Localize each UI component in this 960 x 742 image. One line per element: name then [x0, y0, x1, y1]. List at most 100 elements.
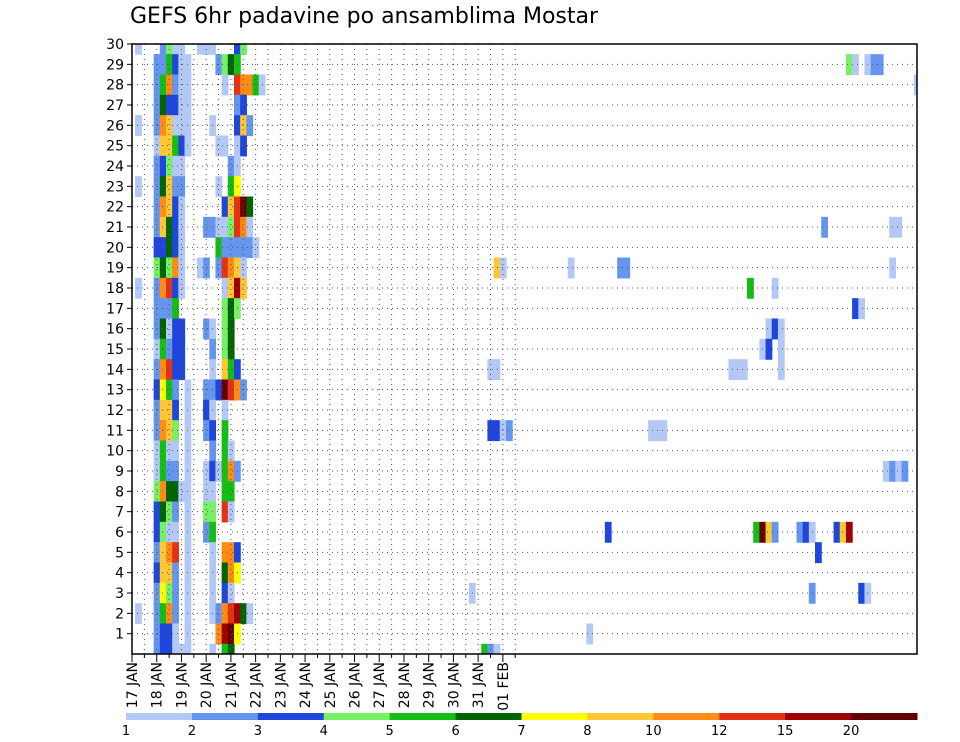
heatmap-cell: [240, 277, 247, 299]
heatmap-cell: [172, 115, 179, 137]
heatmap-cell: [172, 643, 179, 654]
heatmap-cell: [221, 359, 229, 381]
x-tick-label: 23 JAN: [273, 662, 289, 708]
heatmap-cell: [845, 521, 853, 543]
heatmap-cell: [246, 74, 254, 96]
heatmap-cell: [159, 155, 167, 177]
heatmap-cell: [172, 237, 179, 259]
heatmap-cell: [166, 135, 173, 157]
heatmap-cell: [221, 338, 229, 360]
heatmap-cell: [172, 542, 179, 564]
heatmap-cell: [623, 257, 631, 279]
heatmap-cell: [172, 603, 179, 625]
heatmap-cell: [858, 582, 866, 604]
heatmap-cell: [178, 94, 186, 116]
heatmap-cell: [172, 196, 179, 218]
heatmap-cell: [215, 603, 223, 625]
heatmap-cell: [135, 603, 142, 625]
heatmap-cell: [777, 318, 785, 340]
y-tick-label: 29: [106, 57, 124, 73]
heatmap-cell: [159, 582, 167, 604]
heatmap-cell: [178, 257, 186, 279]
y-tick-label: 19: [106, 261, 124, 277]
y-tick-label: 2: [115, 606, 124, 622]
y-tick-label: 21: [106, 220, 124, 236]
x-tick-label: 24 JAN: [298, 662, 314, 708]
heatmap-cell: [159, 44, 167, 55]
colorbar-swatch: [719, 713, 786, 720]
heatmap-cell: [159, 94, 167, 116]
heatmap-cell: [178, 155, 186, 177]
heatmap-cell: [166, 237, 173, 259]
heatmap-cell: [246, 216, 254, 238]
heatmap-cell: [227, 643, 235, 654]
heatmap-cell: [233, 44, 241, 55]
heatmap-cell: [221, 562, 229, 584]
heatmap-cell: [215, 460, 223, 482]
heatmap-cell: [172, 460, 179, 482]
heatmap-cell: [221, 623, 229, 645]
heatmap-cell: [172, 521, 179, 543]
heatmap-cell: [227, 318, 235, 340]
heatmap-cell: [172, 420, 179, 442]
y-tick-label: 28: [106, 78, 124, 94]
y-tick-label: 5: [115, 545, 124, 561]
heatmap-cell: [227, 277, 235, 299]
y-tick-label: 7: [115, 505, 124, 521]
heatmap-cell: [166, 603, 173, 625]
heatmap-cell: [215, 176, 223, 198]
heatmap-cell: [178, 643, 186, 654]
y-tick-label: 14: [106, 362, 124, 378]
heatmap-cell: [166, 94, 173, 116]
heatmap-cell: [765, 318, 773, 340]
colorbar-label: 2: [188, 724, 196, 739]
heatmap-cell: [172, 44, 179, 55]
heatmap-cell: [159, 359, 167, 381]
heatmap-cell: [166, 155, 173, 177]
heatmap-cell: [172, 623, 179, 645]
heatmap-cell: [159, 521, 167, 543]
heatmap-cell: [196, 257, 204, 279]
heatmap-cell: [493, 257, 501, 279]
heatmap-cell: [159, 298, 167, 320]
heatmap-cell: [166, 216, 173, 238]
heatmap-cell: [227, 582, 235, 604]
heatmap-cell: [172, 54, 179, 76]
heatmap-cell: [499, 420, 507, 442]
heatmap-cell: [227, 298, 235, 320]
heatmap-cell: [852, 54, 859, 76]
heatmap-cell: [172, 94, 179, 116]
heatmap-cell: [833, 521, 841, 543]
x-tick-label: 21 JAN: [224, 662, 240, 708]
heatmap-cell: [802, 521, 810, 543]
heatmap-cell: [839, 521, 847, 543]
heatmap-cell: [203, 521, 210, 543]
x-tick-label: 25 JAN: [323, 662, 339, 708]
heatmap-cell: [209, 44, 217, 55]
colorbar-label: 20: [843, 724, 860, 739]
heatmap-cell: [135, 277, 142, 299]
heatmap-cell: [215, 257, 223, 279]
heatmap-cell: [166, 196, 173, 218]
x-tick-label: 28 JAN: [397, 662, 413, 708]
heatmap-cell: [740, 359, 748, 381]
heatmap-cell: [159, 379, 167, 401]
heatmap-cell: [172, 481, 179, 503]
heatmap-cell: [172, 359, 179, 381]
colorbar-swatch: [653, 713, 720, 720]
heatmap-cell: [166, 582, 173, 604]
heatmap-cell: [159, 542, 167, 564]
colorbar-swatch: [191, 713, 259, 720]
heatmap-cell: [203, 257, 210, 279]
heatmap-cell: [221, 420, 229, 442]
heatmap-cell: [166, 257, 173, 279]
heatmap-cell: [159, 420, 167, 442]
heatmap-cell: [159, 216, 167, 238]
heatmap-cell: [901, 460, 909, 482]
heatmap-cell: [221, 216, 229, 238]
heatmap-cell: [159, 318, 167, 340]
y-tick-label: 11: [106, 423, 124, 439]
heatmap-cell: [159, 338, 167, 360]
heatmap-cell: [660, 420, 668, 442]
heatmap-cell: [166, 521, 173, 543]
